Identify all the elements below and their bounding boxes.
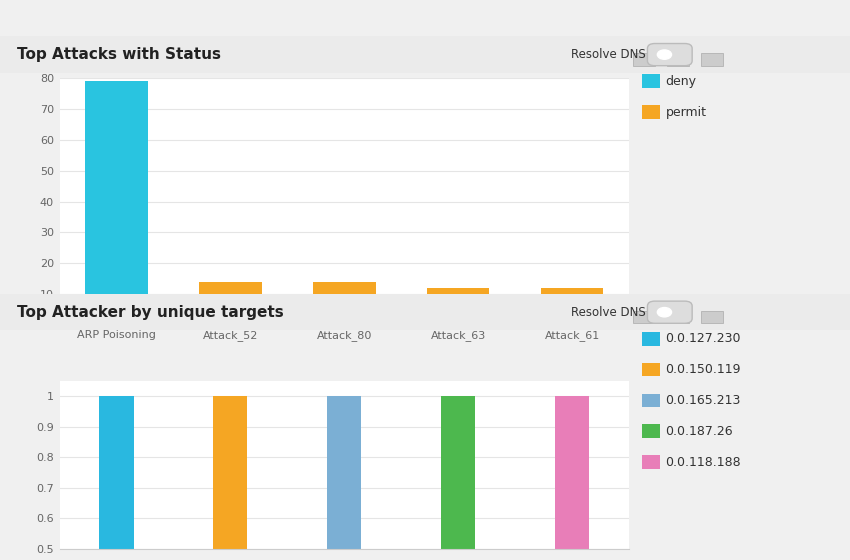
Bar: [85, 82, 148, 325]
Bar: [327, 396, 361, 560]
Text: 0.0.187.26: 0.0.187.26: [666, 424, 734, 438]
Bar: [427, 288, 490, 325]
Text: 0.0.118.188: 0.0.118.188: [666, 455, 741, 469]
Bar: [313, 282, 376, 325]
Text: 0.0.165.213: 0.0.165.213: [666, 394, 741, 407]
Text: Resolve DNS: Resolve DNS: [571, 306, 646, 319]
Text: 0.0.127.230: 0.0.127.230: [666, 332, 741, 346]
Text: Top Attacks with Status: Top Attacks with Status: [17, 47, 221, 62]
Text: Resolve DNS: Resolve DNS: [571, 48, 646, 61]
Bar: [555, 396, 589, 560]
Bar: [213, 396, 247, 560]
Bar: [99, 396, 133, 560]
Bar: [199, 282, 262, 325]
Text: permit: permit: [666, 105, 706, 119]
Bar: [441, 396, 475, 560]
Text: deny: deny: [666, 74, 696, 88]
Bar: [541, 288, 604, 325]
Text: 0.0.150.119: 0.0.150.119: [666, 363, 741, 376]
Text: Top Attacker by unique targets: Top Attacker by unique targets: [17, 305, 284, 320]
